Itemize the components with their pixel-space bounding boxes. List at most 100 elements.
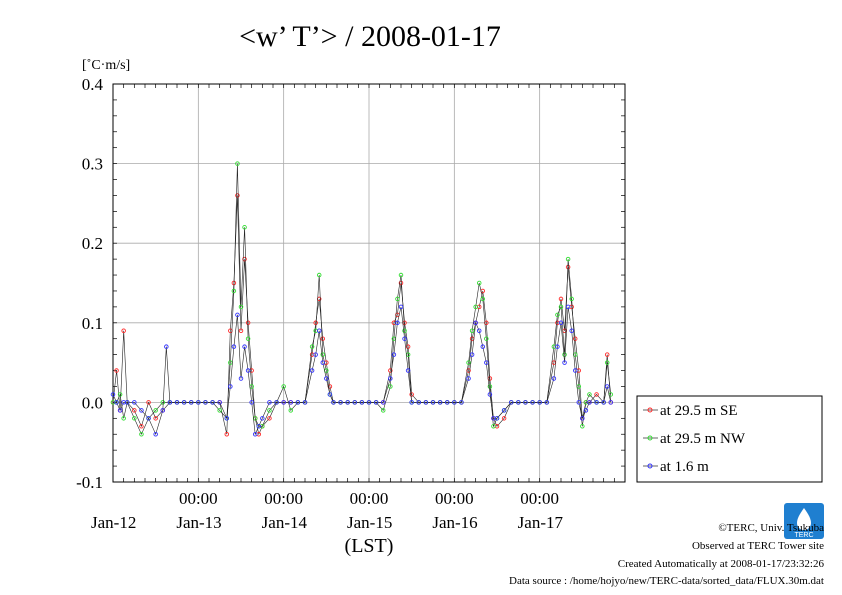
data-point bbox=[114, 400, 119, 405]
data-point bbox=[409, 392, 414, 397]
data-point bbox=[466, 360, 471, 365]
x-tick-time: 00:00 bbox=[264, 489, 303, 508]
data-point bbox=[484, 360, 489, 365]
data-point bbox=[228, 384, 233, 389]
data-point bbox=[267, 400, 272, 405]
x-axis-label: (LST) bbox=[345, 535, 394, 557]
data-point bbox=[476, 280, 482, 286]
data-point bbox=[245, 336, 251, 341]
y-tick-label: -0.1 bbox=[76, 473, 103, 492]
data-point bbox=[245, 320, 251, 326]
data-point bbox=[484, 320, 489, 326]
y-tick-label: 0.3 bbox=[82, 155, 103, 174]
data-point bbox=[569, 296, 574, 302]
data-point bbox=[380, 400, 386, 405]
data-point bbox=[124, 400, 130, 405]
data-point bbox=[139, 431, 144, 437]
data-point bbox=[366, 400, 372, 405]
data-point bbox=[565, 256, 571, 262]
data-point bbox=[576, 400, 582, 405]
data-point bbox=[320, 336, 326, 341]
data-point bbox=[242, 225, 247, 230]
data-point bbox=[188, 400, 194, 405]
data-point bbox=[139, 424, 144, 429]
data-point bbox=[224, 416, 230, 421]
data-point bbox=[530, 400, 535, 405]
data-point bbox=[373, 400, 379, 405]
data-point bbox=[594, 392, 599, 397]
data-point bbox=[238, 304, 244, 310]
x-tick-day: Jan-12 bbox=[91, 513, 136, 532]
series-line bbox=[113, 163, 612, 435]
data-point bbox=[402, 336, 407, 341]
data-point bbox=[146, 400, 151, 405]
x-tick-day: Jan-13 bbox=[176, 513, 221, 532]
data-point bbox=[281, 384, 286, 389]
data-point bbox=[587, 400, 592, 405]
data-point bbox=[572, 336, 578, 341]
data-point bbox=[558, 304, 564, 310]
data-point bbox=[555, 344, 560, 349]
data-point bbox=[569, 328, 574, 334]
x-tick-day: Jan-16 bbox=[432, 513, 477, 532]
data-point bbox=[402, 328, 407, 334]
data-point bbox=[160, 408, 166, 413]
data-point bbox=[153, 416, 158, 421]
data-point bbox=[238, 328, 244, 334]
data-point bbox=[452, 400, 457, 405]
data-point bbox=[235, 161, 240, 166]
data-point bbox=[516, 400, 521, 405]
data-point bbox=[210, 400, 215, 405]
data-point bbox=[466, 376, 471, 381]
legend-swatch-marker bbox=[647, 435, 653, 441]
data-point bbox=[480, 344, 486, 349]
data-point bbox=[267, 416, 272, 421]
data-point bbox=[551, 376, 557, 381]
terc-logo: TERC bbox=[784, 503, 824, 539]
data-point bbox=[324, 376, 329, 381]
data-point bbox=[565, 304, 571, 310]
data-point bbox=[117, 408, 123, 413]
data-point bbox=[164, 344, 169, 349]
data-point bbox=[320, 352, 326, 357]
y-axis: 0.4 0.3 0.2 0.1 0.0 -0.1 bbox=[76, 75, 625, 492]
data-point bbox=[459, 400, 464, 405]
y-axis-unit: [˚C·m/s] bbox=[82, 58, 130, 73]
data-point bbox=[316, 272, 322, 278]
data-point bbox=[608, 400, 614, 405]
data-point bbox=[562, 360, 567, 365]
data-point bbox=[235, 312, 240, 318]
data-point bbox=[228, 360, 233, 365]
data-point bbox=[580, 424, 585, 429]
x-tick-time: 00:00 bbox=[350, 489, 389, 508]
data-point bbox=[494, 416, 500, 421]
data-point bbox=[245, 368, 251, 373]
data-point bbox=[313, 352, 318, 357]
data-point bbox=[508, 400, 514, 405]
data-point bbox=[309, 344, 315, 349]
legend-label: at 29.5 m SE bbox=[660, 403, 738, 419]
data-point bbox=[117, 392, 123, 397]
data-point bbox=[388, 368, 393, 373]
y-tick-label: 0.4 bbox=[82, 75, 104, 94]
data-point bbox=[181, 400, 187, 405]
legend-swatch-marker bbox=[647, 463, 653, 469]
data-point bbox=[139, 408, 144, 413]
data-point bbox=[331, 400, 336, 405]
data-point bbox=[562, 352, 567, 357]
data-point bbox=[409, 400, 414, 405]
data-point bbox=[146, 416, 151, 421]
footer-source: Data source : /home/hojyo/new/TERC-data/… bbox=[509, 575, 824, 587]
data-point bbox=[121, 328, 126, 334]
data-point bbox=[444, 400, 450, 405]
data-point bbox=[501, 416, 507, 421]
data-point bbox=[469, 352, 475, 357]
data-point bbox=[313, 320, 318, 326]
data-point bbox=[558, 296, 564, 302]
data-point bbox=[288, 408, 294, 413]
data-point bbox=[121, 416, 126, 421]
data-point bbox=[295, 400, 301, 405]
data-point bbox=[537, 400, 542, 405]
data-point bbox=[423, 400, 429, 405]
